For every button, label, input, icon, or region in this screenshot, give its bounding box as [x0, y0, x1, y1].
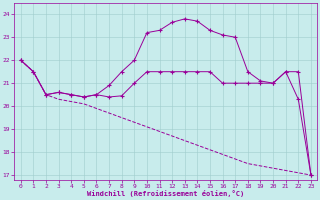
- X-axis label: Windchill (Refroidissement éolien,°C): Windchill (Refroidissement éolien,°C): [87, 190, 244, 197]
